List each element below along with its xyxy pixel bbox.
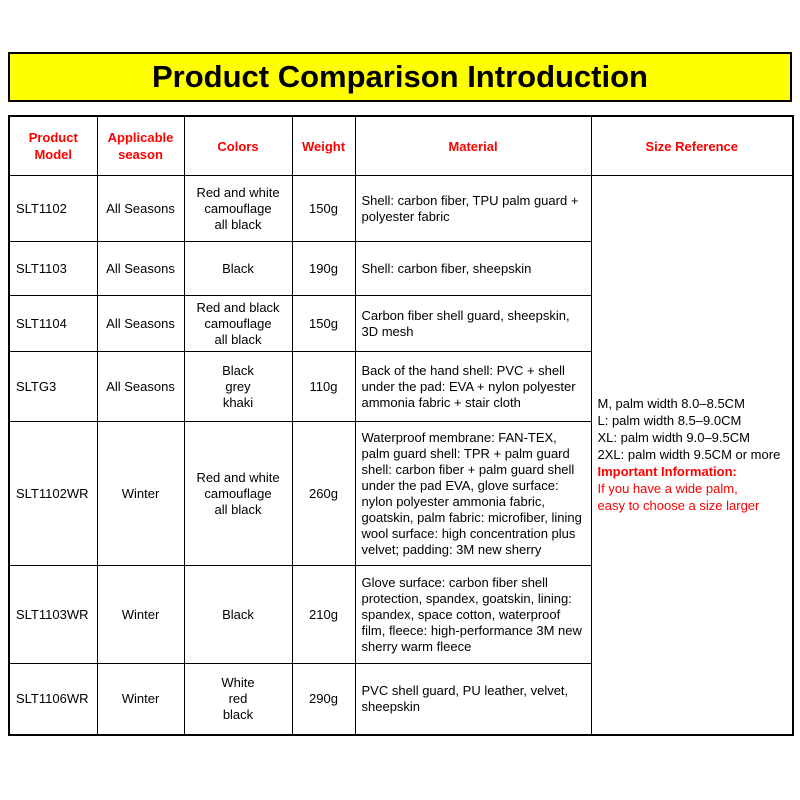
- cell-model: SLTG3: [8, 351, 98, 422]
- cell-weight: 210g: [291, 565, 356, 664]
- cell-material: Waterproof membrane: FAN-TEX, palm guard…: [354, 421, 592, 566]
- table-row: SLT1102WR Winter Red and white camouflag…: [8, 421, 793, 566]
- cell-season: All Seasons: [96, 241, 185, 296]
- cell-material: PVC shell guard, PU leather, velvet, she…: [354, 663, 592, 735]
- cell-season: All Seasons: [96, 351, 185, 422]
- cell-colors: Red and white camouflage all black: [183, 421, 293, 566]
- cell-weight: 260g: [291, 421, 356, 566]
- cell-season: All Seasons: [96, 295, 185, 352]
- cell-model: SLT1106WR: [8, 663, 98, 735]
- header-material: Material: [354, 115, 592, 176]
- cell-material: Shell: carbon fiber, sheepskin: [354, 241, 592, 296]
- cell-model: SLT1104: [8, 295, 98, 352]
- cell-material: Back of the hand shell: PVC + shell unde…: [354, 351, 592, 422]
- table-row: SLT1104 All Seasons Red and black camouf…: [8, 295, 793, 352]
- important-information-label: Important Information:: [597, 464, 737, 480]
- table-header-row: Product Model Applicable season Colors W…: [8, 115, 794, 176]
- cell-colors: Black: [183, 241, 293, 296]
- important-information-note: If you have a wide palm, easy to choose …: [597, 481, 760, 514]
- cell-material: Glove surface: carbon fiber shell protec…: [354, 565, 592, 664]
- header-weight: Weight: [291, 115, 356, 176]
- page-title: Product Comparison Introduction: [152, 59, 648, 94]
- size-reference-cell: M, palm width 8.0–8.5CM L: palm width 8.…: [590, 175, 794, 735]
- table-row: SLT1103WR Winter Black 210g Glove surfac…: [8, 565, 793, 664]
- cell-season: All Seasons: [96, 175, 185, 242]
- size-reference-sizes: M, palm width 8.0–8.5CM L: palm width 8.…: [597, 396, 781, 463]
- cell-model: SLT1102: [8, 175, 98, 242]
- cell-colors: Red and black camouflage all black: [183, 295, 293, 352]
- cell-model: SLT1103WR: [8, 565, 98, 664]
- cell-weight: 190g: [291, 241, 356, 296]
- table-row: SLTG3 All Seasons Black grey khaki 110g …: [8, 351, 793, 422]
- cell-colors: Black grey khaki: [183, 351, 293, 422]
- cell-weight: 150g: [291, 295, 356, 352]
- header-colors: Colors: [183, 115, 293, 176]
- cell-weight: 290g: [291, 663, 356, 735]
- page: Product Comparison Introduction Product …: [8, 52, 794, 736]
- cell-model: SLT1103: [8, 241, 98, 296]
- table-row: SLT1103 All Seasons Black 190g Shell: ca…: [8, 241, 793, 296]
- table-row: SLT1106WR Winter White red black 290g PV…: [8, 663, 793, 735]
- cell-colors: White red black: [183, 663, 293, 735]
- banner: Product Comparison Introduction: [8, 52, 792, 102]
- cell-season: Winter: [96, 421, 185, 566]
- cell-model: SLT1102WR: [8, 421, 98, 566]
- cell-material: Shell: carbon fiber, TPU palm guard + po…: [354, 175, 592, 242]
- header-size-reference: Size Reference: [590, 115, 794, 176]
- cell-season: Winter: [96, 565, 185, 664]
- product-comparison-table: Product Model Applicable season Colors W…: [8, 115, 794, 736]
- header-applicable-season: Applicable season: [96, 115, 185, 176]
- cell-colors: Black: [183, 565, 293, 664]
- header-product-model: Product Model: [8, 115, 98, 176]
- cell-colors: Red and white camouflage all black: [183, 175, 293, 242]
- cell-weight: 150g: [291, 175, 356, 242]
- cell-material: Carbon fiber shell guard, sheepskin, 3D …: [354, 295, 592, 352]
- table-row: SLT1102 All Seasons Red and white camouf…: [8, 175, 794, 735]
- cell-weight: 110g: [291, 351, 356, 422]
- cell-season: Winter: [96, 663, 185, 735]
